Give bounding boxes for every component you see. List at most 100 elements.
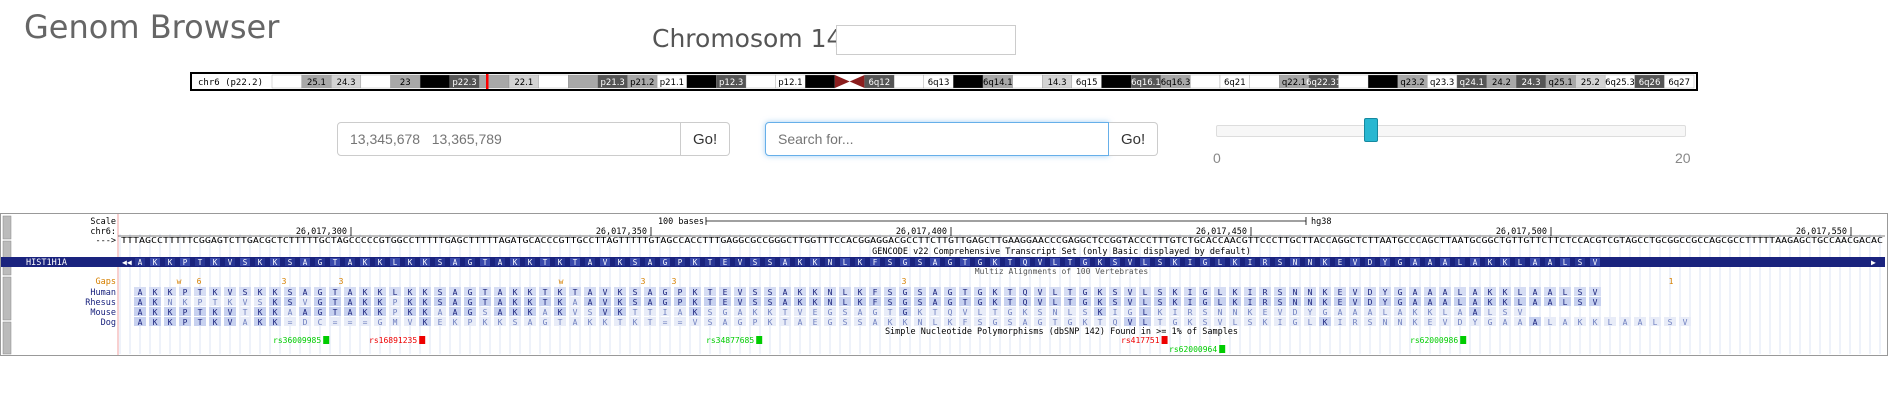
ideogram-band[interactable] <box>568 74 599 89</box>
ideogram-band[interactable] <box>479 74 510 89</box>
ideogram-band[interactable] <box>893 74 924 89</box>
range-go-button[interactable]: Go! <box>681 122 731 156</box>
alignment-residue: S <box>1083 308 1088 317</box>
alignment-cell <box>1484 287 1496 296</box>
alignment-residue: I <box>1188 298 1193 307</box>
gene-aa-box <box>1470 258 1480 266</box>
snp-label[interactable]: rs417751 <box>1121 336 1160 345</box>
ideogram-band[interactable] <box>686 74 717 89</box>
alignment-cell <box>1199 287 1211 296</box>
snp-marker[interactable] <box>1219 345 1226 353</box>
alignment-cell <box>1364 317 1376 326</box>
alignment-residue: Y <box>1383 298 1388 307</box>
ideogram-band[interactable] <box>1338 74 1369 89</box>
ideogram-band-label: 24.2 <box>1492 78 1511 88</box>
alignment-cell <box>239 307 251 316</box>
alignment-residue: K <box>513 298 518 307</box>
ideogram-band[interactable] <box>271 74 302 89</box>
alignment-cell <box>1514 317 1526 326</box>
alignment-cell <box>1259 287 1271 296</box>
alignment-residue: F <box>963 318 968 327</box>
alignment-cell <box>1349 297 1361 306</box>
gene-aa: S <box>288 258 293 267</box>
genome-track-panel[interactable]: Scale 100 bases hg38 chr6: 26,017,300 26,017,… <box>0 213 1888 356</box>
snp-marker[interactable] <box>419 336 426 344</box>
gene-aa-box <box>1440 258 1450 266</box>
gene-aa: L <box>1143 258 1148 267</box>
track-side-button[interactable] <box>2 321 12 355</box>
search-go-button[interactable]: Go! <box>1109 122 1159 156</box>
track-side-button[interactable] <box>2 215 12 240</box>
gene-aa: N <box>1308 258 1313 267</box>
alignment-residue: V <box>738 288 743 297</box>
alignment-residue: T <box>963 298 968 307</box>
snp-marker[interactable] <box>756 336 763 344</box>
alignment-cell <box>494 297 506 306</box>
ideogram-band[interactable] <box>805 74 836 89</box>
alignment-residue: K <box>228 298 233 307</box>
alignment-cell <box>674 317 686 326</box>
ideogram-band-label: q22.1 <box>1282 78 1306 88</box>
alignment-cell <box>704 307 716 316</box>
zoom-slider-handle[interactable] <box>1364 118 1379 142</box>
gene-aa: I <box>1248 258 1253 267</box>
gene-aa: G <box>903 258 908 267</box>
snp-label[interactable]: rs62000986 <box>1410 336 1458 345</box>
gene-aa: E <box>723 258 728 267</box>
ideogram-band[interactable] <box>1664 74 1695 89</box>
alignment-residue: N <box>1308 288 1313 297</box>
snp-marker[interactable] <box>323 336 330 344</box>
alignment-cell <box>1019 287 1031 296</box>
range-input[interactable] <box>337 122 681 156</box>
ideogram-band[interactable] <box>953 74 984 89</box>
snp-label[interactable]: rs62000964 <box>1169 345 1217 354</box>
gene-bar[interactable] <box>118 257 1885 267</box>
gene-aa: E <box>1338 258 1343 267</box>
alignment-cell <box>1664 317 1676 326</box>
ideogram-band[interactable] <box>538 74 569 89</box>
alignment-residue: T <box>243 308 248 317</box>
alignment-cell <box>719 307 731 316</box>
search-input[interactable] <box>765 122 1109 156</box>
alignment-cell <box>1349 317 1361 326</box>
ideogram-band-label: p22.3 <box>452 78 476 88</box>
gene-name-box[interactable] <box>1 257 118 267</box>
snp-label[interactable]: rs16891235 <box>369 336 417 345</box>
alignment-residue: R <box>1353 318 1358 327</box>
ideogram-band[interactable] <box>360 74 391 89</box>
ideogram-band[interactable] <box>419 74 450 89</box>
alignment-cell <box>134 287 146 296</box>
ideogram-band-label: p21.3 <box>601 78 625 88</box>
alignment-residue: K <box>1323 288 1328 297</box>
track-side-button[interactable] <box>2 276 12 321</box>
alignment-residue: E <box>1338 298 1343 307</box>
ideogram-band[interactable] <box>1190 74 1221 89</box>
snp-marker[interactable] <box>1460 336 1467 344</box>
alignment-cell <box>1349 307 1361 316</box>
alignment-cell <box>434 297 446 306</box>
ideogram-band[interactable] <box>1101 74 1132 89</box>
alignment-residue: P <box>183 288 188 297</box>
ideogram-band[interactable] <box>1249 74 1280 89</box>
species-label: Mouse <box>90 308 116 318</box>
alignment-cell <box>1034 287 1046 296</box>
chromosome-ideogram[interactable]: chr6 (p22.2) 25.1 24.3 23 p22.3 22.1 p21.3 p21.… <box>190 72 1698 91</box>
ideogram-band[interactable] <box>1012 74 1043 89</box>
snp-marker[interactable] <box>1161 336 1168 344</box>
alignment-residue: T <box>1098 318 1103 327</box>
gene-aa: K <box>858 258 863 267</box>
alignment-cell <box>629 307 641 316</box>
snp-label[interactable]: rs36009985 <box>273 336 321 345</box>
gene-aa-box <box>1140 258 1150 266</box>
alignment-residue: L <box>1143 308 1148 317</box>
snp-label[interactable]: rs34877685 <box>706 336 754 345</box>
alignment-residue: K <box>1323 298 1328 307</box>
chromosome-input[interactable] <box>836 25 1016 55</box>
zoom-slider-track[interactable] <box>1216 125 1686 137</box>
ideogram-band[interactable] <box>745 74 776 89</box>
ideogram-band[interactable] <box>1367 74 1398 89</box>
alignment-residue: V <box>228 308 233 317</box>
alignment-residue: T <box>543 288 548 297</box>
gene-aa-box <box>240 258 250 266</box>
gene-aa-box <box>1290 258 1300 266</box>
